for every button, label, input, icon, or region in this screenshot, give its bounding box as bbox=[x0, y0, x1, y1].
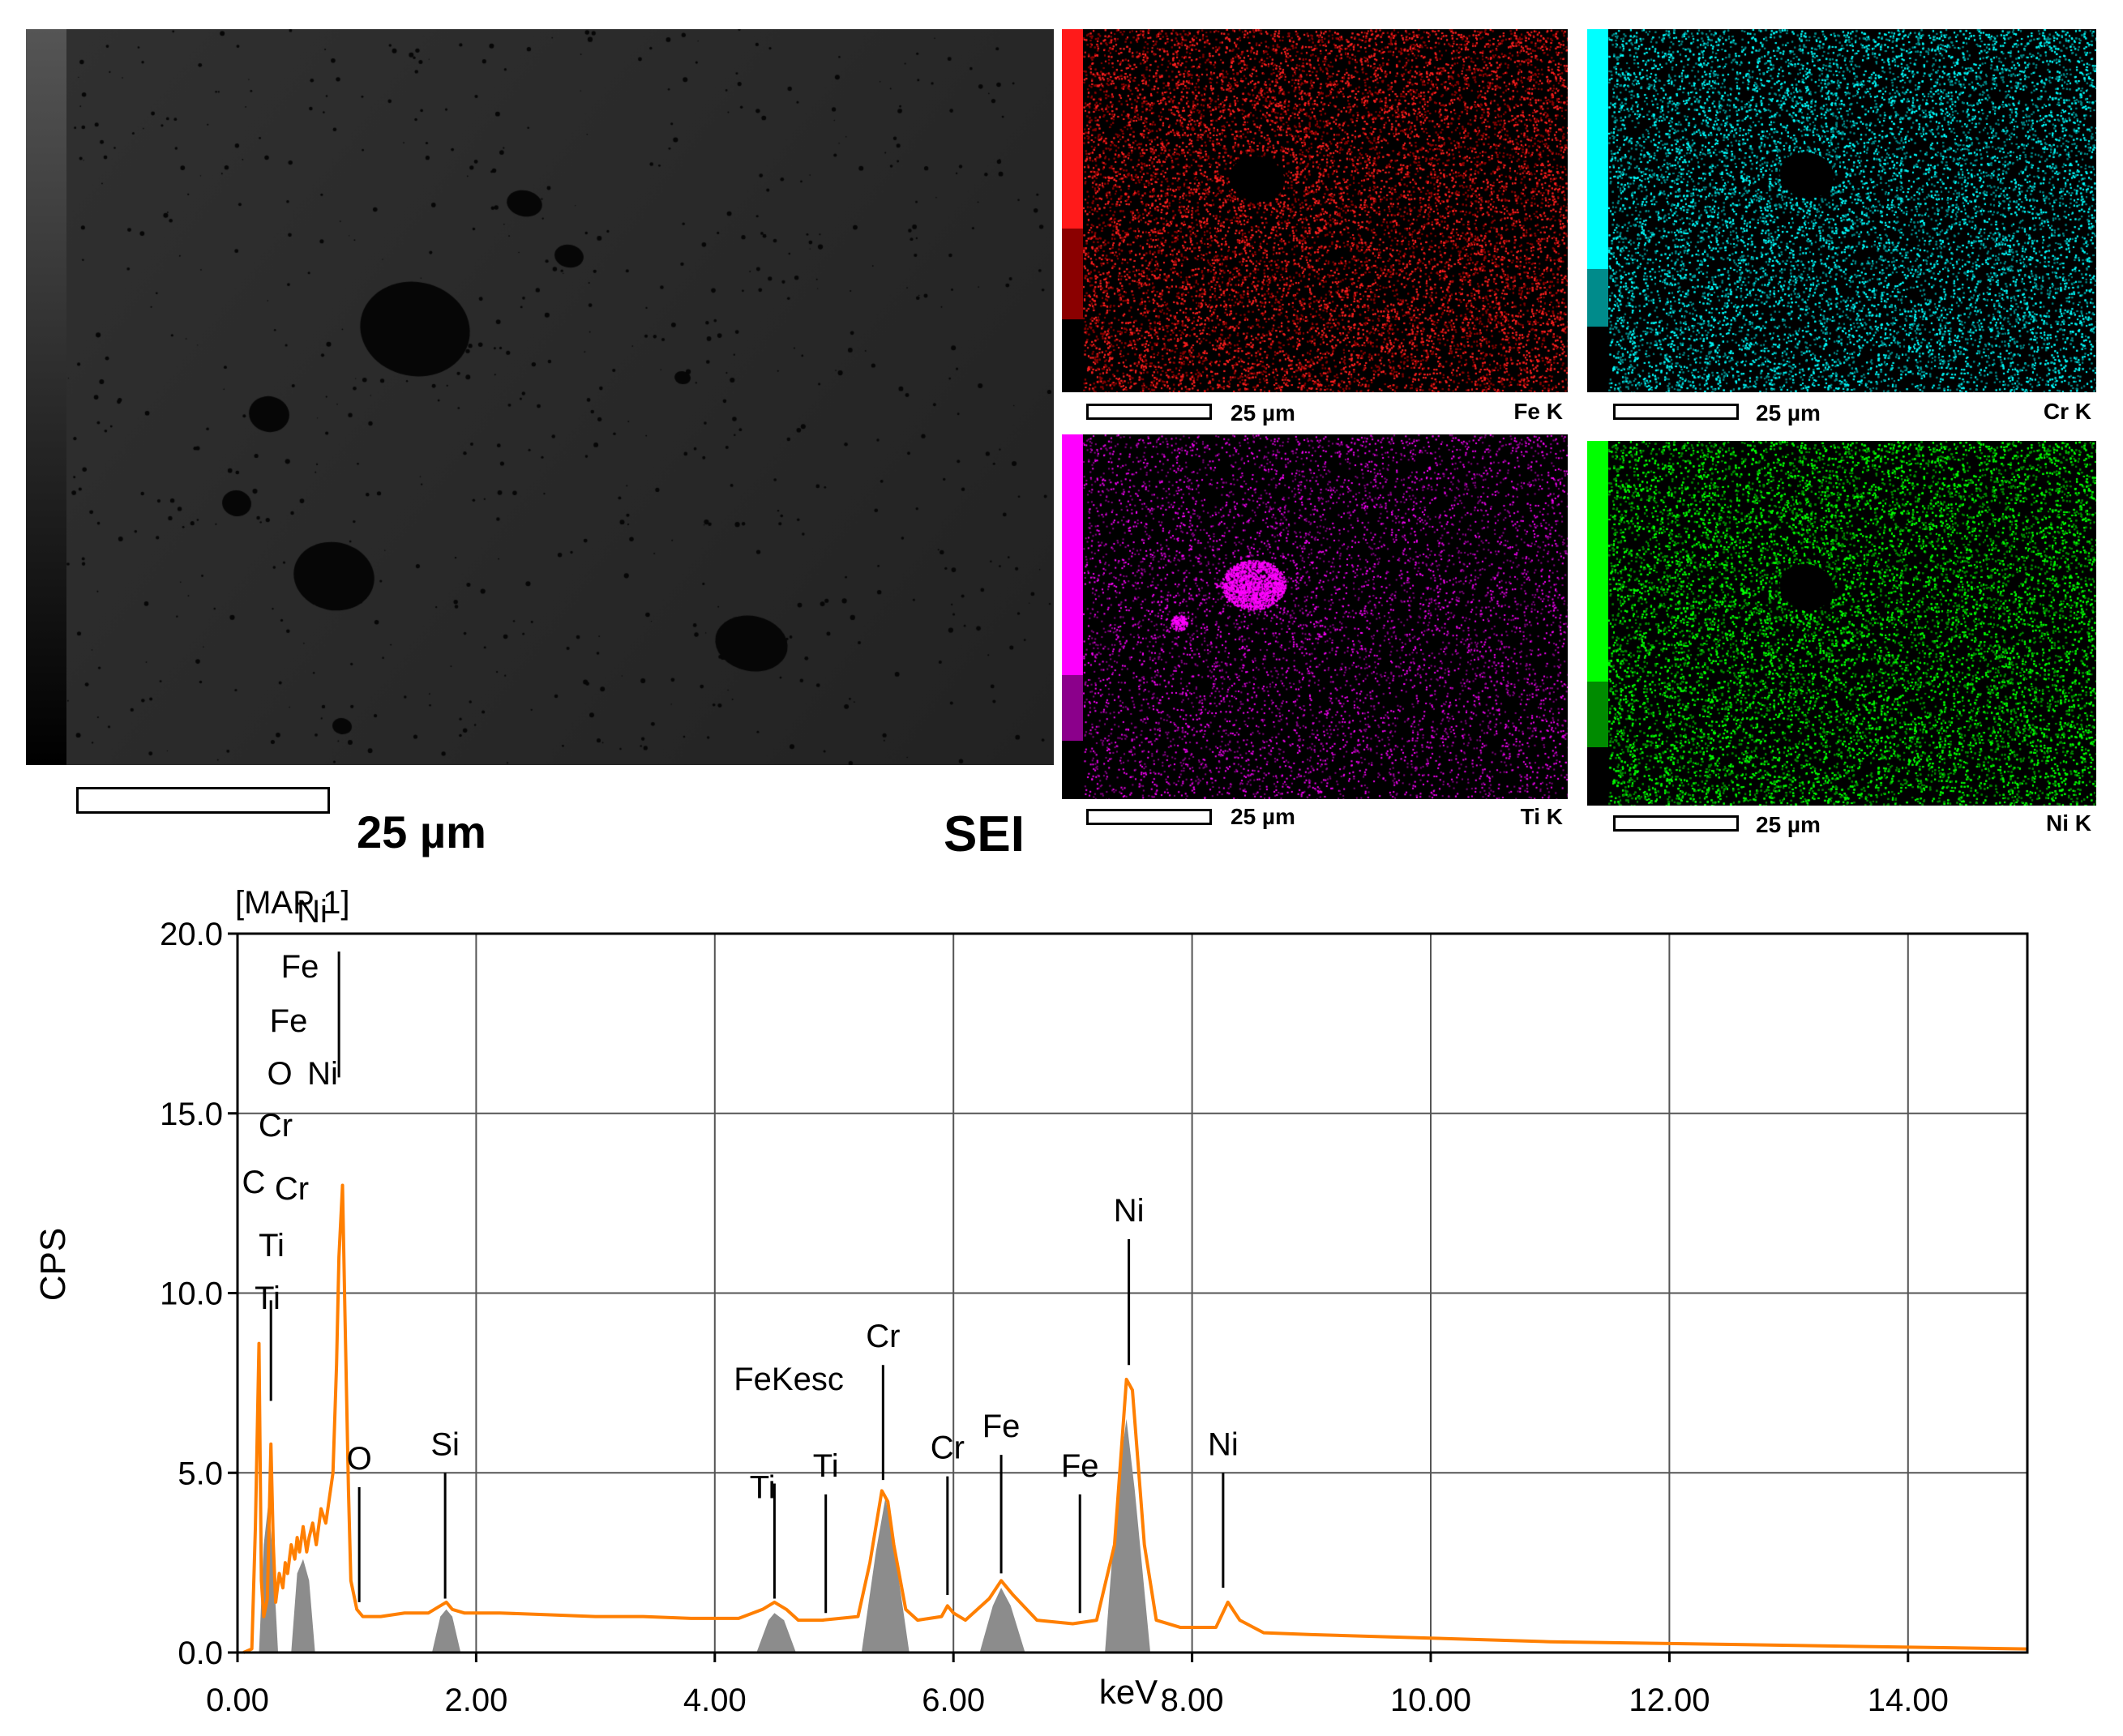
peak-label: Cr bbox=[275, 1171, 309, 1207]
x-tick-label: 14.00 bbox=[1868, 1683, 1949, 1718]
ti-colorbar-low bbox=[1062, 741, 1083, 799]
filled-peak bbox=[431, 1609, 461, 1653]
ni-colorbar bbox=[1587, 441, 1608, 806]
ti-scale-label: 25 µm bbox=[1231, 804, 1295, 829]
filled-peak bbox=[756, 1613, 796, 1653]
cr-scale-label: 25 µm bbox=[1756, 400, 1821, 425]
ti-element-label: Ti K bbox=[1520, 804, 1563, 829]
ni-scale-bar bbox=[1613, 815, 1739, 832]
x-tick-label: 4.00 bbox=[683, 1683, 747, 1718]
ni-element-label: Ni K bbox=[2046, 810, 2091, 836]
x-axis-title: keV bbox=[1099, 1673, 1158, 1711]
cr-colorbar-high bbox=[1587, 29, 1608, 269]
axis-ticks: 0.0 5.0 10.0 15.0 20.0 0.00 2.00 4.00 6.00 8.00 10… bbox=[160, 917, 1949, 1718]
fe-colorbar-low bbox=[1062, 319, 1083, 392]
cr-scale-bar bbox=[1613, 404, 1739, 420]
ni-colorbar-low bbox=[1587, 747, 1608, 806]
peak-label: FeKesc bbox=[734, 1362, 844, 1397]
sei-scale-label: 25 µm bbox=[357, 806, 486, 857]
grid bbox=[238, 934, 2027, 1653]
cr-map-panel: 25 µm Cr K bbox=[1587, 29, 2096, 434]
fe-colorbar-high bbox=[1062, 29, 1083, 229]
filled-peak bbox=[291, 1559, 315, 1653]
fe-map-image bbox=[1083, 29, 1568, 392]
x-tick-label: 0.00 bbox=[206, 1683, 269, 1718]
fe-colorbar-mid bbox=[1062, 229, 1083, 320]
ti-scale-bar bbox=[1086, 809, 1212, 825]
y-tick-label: 5.0 bbox=[178, 1456, 223, 1491]
ni-colorbar-high bbox=[1587, 441, 1608, 682]
sei-micrograph bbox=[26, 29, 1054, 765]
ti-map-image bbox=[1083, 434, 1568, 799]
peak-label: Ti bbox=[255, 1281, 280, 1316]
peak-label: Fe bbox=[1061, 1448, 1099, 1484]
peak-label: Cr bbox=[931, 1430, 965, 1466]
cr-colorbar bbox=[1587, 29, 1608, 392]
y-tick-label: 15.0 bbox=[160, 1097, 223, 1132]
fe-scale-label: 25 µm bbox=[1231, 400, 1295, 425]
fe-map-panel: 25 µm Fe K bbox=[1062, 29, 1568, 434]
ti-colorbar bbox=[1062, 434, 1083, 799]
x-tick-label: 12.00 bbox=[1629, 1683, 1710, 1718]
cr-colorbar-low bbox=[1587, 327, 1608, 392]
peak-label: C bbox=[242, 1165, 266, 1200]
filled-peak bbox=[861, 1498, 910, 1653]
peak-label: O bbox=[347, 1441, 372, 1477]
peak-label: Ti bbox=[259, 1228, 285, 1264]
cr-map-image bbox=[1608, 29, 2096, 392]
ti-colorbar-mid bbox=[1062, 675, 1083, 741]
fe-map bbox=[1062, 29, 1568, 392]
y-tick-label: 10.0 bbox=[160, 1276, 223, 1312]
peak-label: Fe bbox=[982, 1409, 1021, 1444]
y-tick-label: 20.0 bbox=[160, 917, 223, 952]
peak-label: Fe bbox=[270, 1003, 308, 1039]
spectrum-line bbox=[242, 1183, 2028, 1654]
ti-map bbox=[1062, 434, 1568, 799]
peak-label: Ti bbox=[813, 1448, 839, 1484]
ti-colorbar-high bbox=[1062, 434, 1083, 675]
ti-map-panel: 25 µm Ti K bbox=[1062, 434, 1568, 840]
fe-element-label: Fe K bbox=[1513, 399, 1563, 424]
peak-label: Ni bbox=[1208, 1426, 1239, 1462]
peak-label: Ni bbox=[307, 1056, 338, 1092]
x-tick-label: 10.00 bbox=[1390, 1683, 1471, 1718]
fe-scale-bar bbox=[1086, 404, 1212, 420]
y-tick-label: 0.0 bbox=[178, 1636, 223, 1671]
cr-map bbox=[1587, 29, 2096, 392]
ni-scale-label: 25 µm bbox=[1756, 812, 1821, 837]
peak-label: Si bbox=[430, 1426, 460, 1462]
sei-scale-bar bbox=[76, 787, 330, 814]
cr-element-label: Cr K bbox=[2043, 399, 2091, 424]
sei-panel: 25 µm SEI bbox=[26, 29, 1054, 862]
peak-label: Ti bbox=[750, 1469, 776, 1505]
peak-label: Cr bbox=[259, 1108, 293, 1144]
peak-label: Ni bbox=[297, 894, 327, 930]
peak-label: O bbox=[267, 1056, 292, 1092]
x-tick-label: 6.00 bbox=[922, 1683, 985, 1718]
series-layer bbox=[242, 1183, 2028, 1654]
sei-image bbox=[66, 29, 1054, 765]
peak-label: Fe bbox=[281, 949, 319, 985]
peak-labels: Ni Fe Fe O Ni Cr C Cr Ti Ti O Si FeKesc Ti Ti Cr Cr Fe Fe N… bbox=[242, 894, 1239, 1614]
y-axis-title: CPS bbox=[33, 1228, 73, 1301]
ni-map bbox=[1587, 441, 2096, 806]
chart-title: [MAP 1] bbox=[235, 885, 350, 921]
sei-gray-colorbar bbox=[26, 29, 66, 765]
filled-peak bbox=[1105, 1418, 1151, 1653]
ni-map-image bbox=[1608, 441, 2096, 806]
cr-colorbar-mid bbox=[1587, 268, 1608, 327]
x-tick-label: 8.00 bbox=[1161, 1683, 1224, 1718]
plot-frame bbox=[236, 932, 2029, 1654]
sei-detector-label: SEI bbox=[944, 806, 1025, 862]
eds-spectrum-chart: [MAP 1] CPS keV Ni Fe Fe O Ni Cr C Cr Ti Ti O Si FeK… bbox=[33, 885, 2029, 1718]
ni-colorbar-mid bbox=[1587, 682, 1608, 747]
ni-map-panel: 25 µm Ni K bbox=[1587, 441, 2096, 846]
peak-label: Cr bbox=[866, 1319, 900, 1354]
fe-colorbar bbox=[1062, 29, 1083, 392]
peak-label: Ni bbox=[1114, 1193, 1145, 1229]
filled-peak bbox=[979, 1588, 1025, 1653]
x-tick-label: 2.00 bbox=[444, 1683, 507, 1718]
